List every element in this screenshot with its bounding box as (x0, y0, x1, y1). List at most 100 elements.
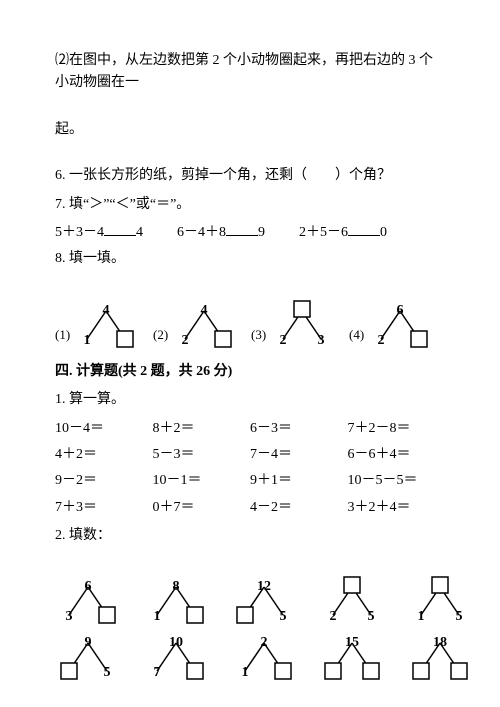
svg-text:18: 18 (433, 635, 447, 650)
question-2-line1: ⑵在图中，从左边数把第 2 个小动物圈起来，再把右边的 3 个小动物圈在一 (55, 50, 445, 95)
answer-box[interactable] (344, 577, 360, 593)
svg-text:1: 1 (418, 609, 425, 624)
number-tree: (2) 42 (153, 301, 237, 347)
number-tree: (3) 2 3 (251, 301, 335, 347)
answer-box[interactable] (237, 607, 253, 623)
answer-box[interactable] (363, 663, 379, 679)
calc-cell: 6－3＝ (250, 418, 348, 440)
question-8: 8. 填一填。 (55, 248, 445, 270)
svg-text:8: 8 (173, 579, 180, 594)
calc-row: 10－4＝8＋2＝6－3＝7＋2－8＝ (55, 418, 445, 440)
number-tree: 95 (55, 633, 121, 679)
svg-text:4: 4 (201, 303, 208, 318)
svg-text:15: 15 (345, 635, 359, 650)
svg-text:5: 5 (456, 609, 463, 624)
answer-box[interactable] (294, 301, 310, 317)
calc-row: 9－2＝10－1＝9＋1＝10－5－5＝ (55, 470, 445, 492)
svg-text:2: 2 (182, 333, 189, 348)
calculation-block: 10－4＝8＋2＝6－3＝7＋2－8＝ 4＋2＝5－3＝7－4＝6－6＋4＝ 9－2… (55, 418, 445, 520)
answer-box[interactable] (117, 331, 133, 347)
number-trees-row1: 63811252515 (55, 577, 445, 623)
svg-text:(4): (4) (349, 327, 364, 342)
question-4-2-title: 2. 填数： (55, 525, 445, 547)
number-tree: (4) 62 (349, 301, 433, 347)
number-tree: 15 (407, 577, 473, 623)
svg-text:2: 2 (280, 333, 287, 348)
svg-text:12: 12 (257, 579, 271, 594)
svg-text:1: 1 (84, 333, 91, 348)
question-6: 6. 一张长方形的纸，剪掉一个角，还剩（ ）个角？ (55, 165, 445, 187)
calc-cell: 7－4＝ (250, 444, 348, 466)
calc-cell: 8＋2＝ (153, 418, 251, 440)
question-8-diagrams: (1)41(2)42(3)23(4)62 (55, 301, 445, 347)
answer-box[interactable] (325, 663, 341, 679)
number-tree: 63 (55, 577, 121, 623)
calc-cell: 4－2＝ (250, 497, 348, 519)
svg-text:9: 9 (85, 635, 92, 650)
answer-box[interactable] (432, 577, 448, 593)
calc-cell: 9＋1＝ (250, 470, 348, 492)
number-tree: 15 (319, 633, 385, 679)
calc-cell: 7＋2－8＝ (348, 418, 446, 440)
svg-text:6: 6 (85, 579, 92, 594)
calc-cell: 9－2＝ (55, 470, 153, 492)
svg-text:1: 1 (154, 609, 161, 624)
number-tree: 25 (319, 577, 385, 623)
calc-cell: 6－6＋4＝ (348, 444, 446, 466)
svg-text:4: 4 (103, 303, 110, 318)
answer-box[interactable] (451, 663, 467, 679)
eq2-blank[interactable] (226, 222, 258, 236)
eq3-right: 0 (380, 225, 387, 240)
calc-cell: 5－3＝ (153, 444, 251, 466)
answer-box[interactable] (187, 607, 203, 623)
eq3-blank[interactable] (348, 222, 380, 236)
answer-box[interactable] (187, 663, 203, 679)
number-tree: 18 (407, 633, 473, 679)
number-tree: 12 5 (231, 577, 297, 623)
svg-text:(2): (2) (153, 327, 168, 342)
answer-box[interactable] (61, 663, 77, 679)
eq1-right: 4 (136, 225, 143, 240)
svg-text:2: 2 (261, 635, 268, 650)
eq1-blank[interactable] (104, 222, 136, 236)
eq1-left: 5＋3－4 (55, 225, 104, 240)
question-4-1-title: 1. 算一算。 (55, 389, 445, 411)
svg-text:5: 5 (104, 665, 111, 680)
svg-text:10: 10 (169, 635, 183, 650)
calc-cell: 3＋2＋4＝ (348, 497, 446, 519)
number-tree: 81 (143, 577, 209, 623)
calc-cell: 4＋2＝ (55, 444, 153, 466)
calc-cell: 10－5－5＝ (348, 470, 446, 492)
svg-text:5: 5 (368, 609, 375, 624)
svg-text:1: 1 (242, 665, 249, 680)
svg-text:2: 2 (330, 609, 337, 624)
eq3-left: 2＋5－6 (299, 225, 348, 240)
calc-cell: 0＋7＝ (153, 497, 251, 519)
calc-cell: 7＋3＝ (55, 497, 153, 519)
number-trees-row2: 95 10 7 21 15 18 (55, 633, 445, 679)
answer-box[interactable] (413, 663, 429, 679)
eq2-left: 6－4＋8 (177, 225, 226, 240)
svg-text:7: 7 (154, 665, 161, 680)
question-7-equations: 5＋3－4 4 6－4＋8 9 2＋5－6 0 (55, 222, 445, 244)
svg-text:(3): (3) (251, 327, 266, 342)
question-7: 7. 填“＞”“＜”或“＝”。 (55, 194, 445, 216)
calc-cell: 10－4＝ (55, 418, 153, 440)
number-tree: 10 7 (143, 633, 209, 679)
svg-text:5: 5 (280, 609, 287, 624)
section-4-title: 四. 计算题(共 2 题，共 26 分) (55, 361, 445, 383)
svg-text:6: 6 (397, 303, 404, 318)
svg-text:3: 3 (318, 333, 325, 348)
calc-row: 4＋2＝5－3＝7－4＝6－6＋4＝ (55, 444, 445, 466)
question-2-line2: 起。 (55, 119, 445, 141)
number-tree: (1) 41 (55, 301, 139, 347)
svg-text:3: 3 (66, 609, 73, 624)
eq2-right: 9 (258, 225, 265, 240)
answer-box[interactable] (275, 663, 291, 679)
answer-box[interactable] (215, 331, 231, 347)
answer-box[interactable] (411, 331, 427, 347)
svg-text:(1): (1) (55, 327, 70, 342)
svg-text:2: 2 (378, 333, 385, 348)
answer-box[interactable] (99, 607, 115, 623)
calc-cell: 10－1＝ (153, 470, 251, 492)
